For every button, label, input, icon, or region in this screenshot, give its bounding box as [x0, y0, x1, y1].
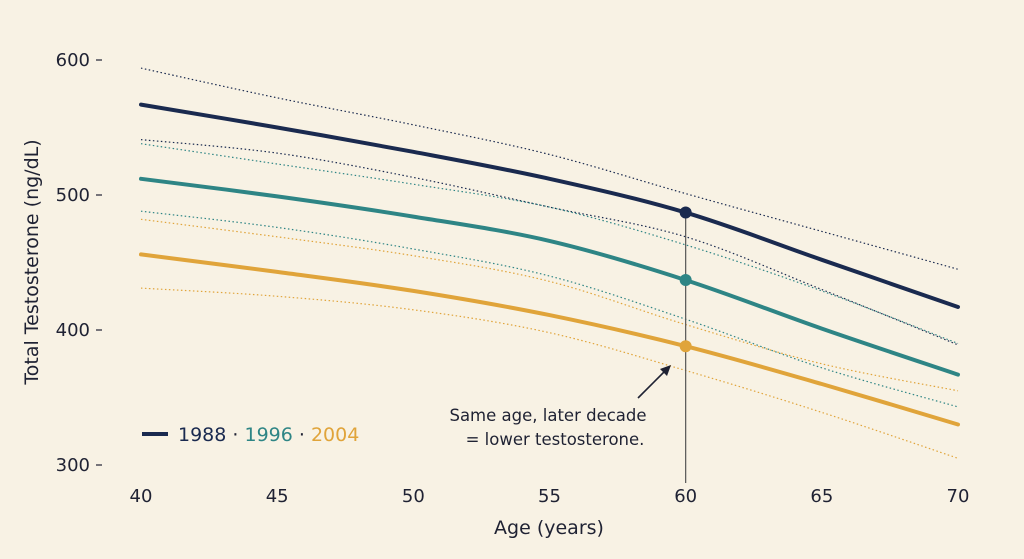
- x-tick-label: 65: [810, 486, 833, 507]
- y-axis: 300 400 500 600: [56, 50, 102, 476]
- y-tick-label: 500: [56, 185, 90, 206]
- x-tick-label: 60: [674, 486, 697, 507]
- x-tick-label: 45: [266, 486, 289, 507]
- x-tick-label: 40: [130, 486, 153, 507]
- band-lower-2004: [140, 287, 959, 459]
- legend-separator: ·: [293, 424, 311, 446]
- band-lower-1988: [140, 139, 959, 346]
- highlight-point-2004: [679, 340, 692, 353]
- legend-text: 1988 · 1996 · 2004: [178, 424, 359, 446]
- y-tick-label: 400: [56, 320, 90, 341]
- series-line-2004: [139, 252, 960, 427]
- annotation-arrowhead: [660, 365, 671, 376]
- band-lower-1996: [140, 210, 959, 408]
- y-tick-label: 600: [56, 50, 90, 71]
- legend-entry-1996: 1996: [244, 424, 292, 446]
- x-axis-title: Age (years): [494, 517, 604, 539]
- y-axis-title: Total Testosterone (ng/dL): [21, 139, 43, 385]
- band-upper-2004: [140, 218, 959, 392]
- annotation-arrow: [637, 368, 668, 399]
- band-upper-1988: [140, 67, 959, 270]
- legend-entry-1988: 1988: [178, 424, 226, 446]
- annotation-line-1: Same age, later decade: [449, 406, 646, 425]
- legend-entry-2004: 2004: [311, 424, 359, 446]
- x-tick-label: 50: [402, 486, 425, 507]
- highlight-points: [679, 206, 692, 353]
- legend-separator: ·: [226, 424, 244, 446]
- annotation-line-2: = lower testosterone.: [466, 430, 645, 449]
- x-axis: 40 45 50 55 60 65 70: [130, 486, 970, 507]
- highlight-point-1996: [679, 274, 692, 287]
- highlight-point-1988: [679, 206, 692, 219]
- series-line-1996: [139, 176, 960, 377]
- series-line-1988: [139, 102, 960, 309]
- x-tick-label: 70: [947, 486, 970, 507]
- x-tick-label: 55: [538, 486, 561, 507]
- series-lines: [139, 102, 960, 427]
- annotation: Same age, later decade = lower testoster…: [449, 365, 671, 449]
- confidence-bands: [140, 67, 959, 459]
- legend: 1988 · 1996 · 2004: [142, 424, 359, 446]
- y-tick-label: 300: [56, 455, 90, 476]
